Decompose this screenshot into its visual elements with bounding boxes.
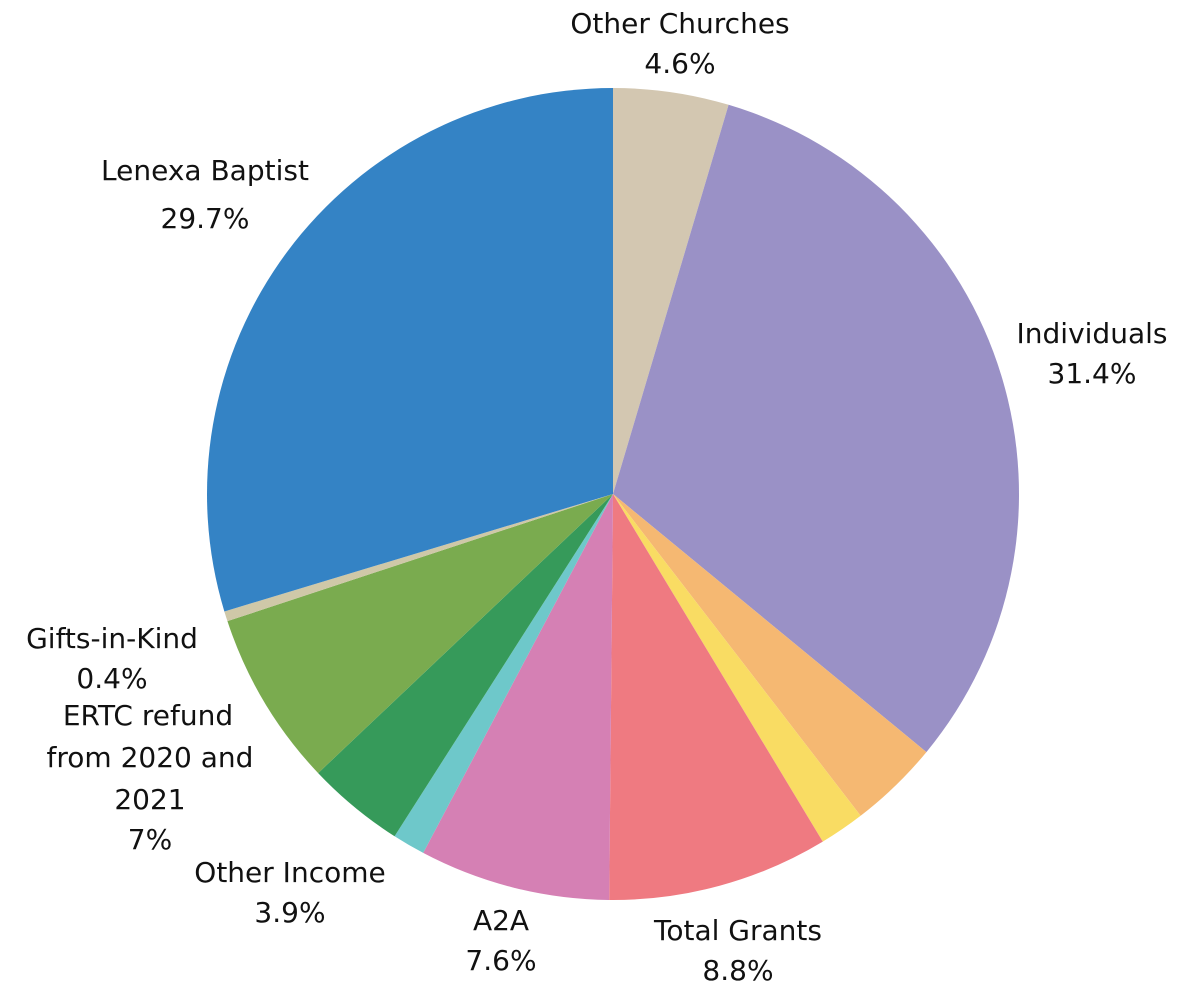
label-other-income-name: Other Income (194, 856, 385, 889)
label-ertc-name: ERTC refund from 2020 and 2021 (47, 699, 254, 816)
slice-a2a (423, 494, 613, 900)
label-ertc-value: 7% (128, 823, 172, 856)
slice-total-grants (609, 494, 823, 900)
slice-unlabeled-6 (394, 494, 613, 853)
label-a2a-name: A2A (473, 904, 529, 937)
label-a2a-value: 7.6% (465, 944, 536, 977)
label-ertc-line-2: from 2020 and (47, 741, 254, 774)
label-other-income-value: 3.9% (254, 896, 325, 929)
label-other-churches-value: 4.6% (644, 47, 715, 80)
slice-individuals (613, 104, 1019, 753)
label-gifts-in-kind-name: Gifts-in-Kind (26, 622, 198, 655)
slices-layer (207, 88, 1019, 900)
slice-other-income (318, 494, 613, 837)
label-individuals-value: 31.4% (1048, 357, 1137, 390)
label-other-churches-name: Other Churches (570, 7, 789, 40)
slice-ertc-refund-from-2020-and-2021 (227, 494, 613, 774)
label-total-grants-name: Total Grants (653, 914, 822, 947)
label-total-grants-value: 8.8% (702, 954, 773, 985)
slice-unlabeled-3 (613, 494, 861, 842)
slice-other-churches (613, 88, 729, 494)
slice-unlabeled-2 (613, 494, 927, 816)
labels-layer: Other Churches 4.6% Individuals 31.4% To… (26, 7, 1167, 985)
label-lenexa-baptist-name: Lenexa Baptist (101, 154, 309, 187)
label-gifts-in-kind-value: 0.4% (76, 662, 147, 695)
label-ertc-line-3: 2021 (114, 783, 185, 816)
label-lenexa-baptist-value: 29.7% (161, 202, 250, 235)
slice-lenexa-baptist (207, 88, 613, 612)
label-individuals-name: Individuals (1017, 317, 1168, 350)
label-ertc-line-1: ERTC refund (63, 699, 233, 732)
slice-gifts-in-kind (224, 494, 614, 622)
